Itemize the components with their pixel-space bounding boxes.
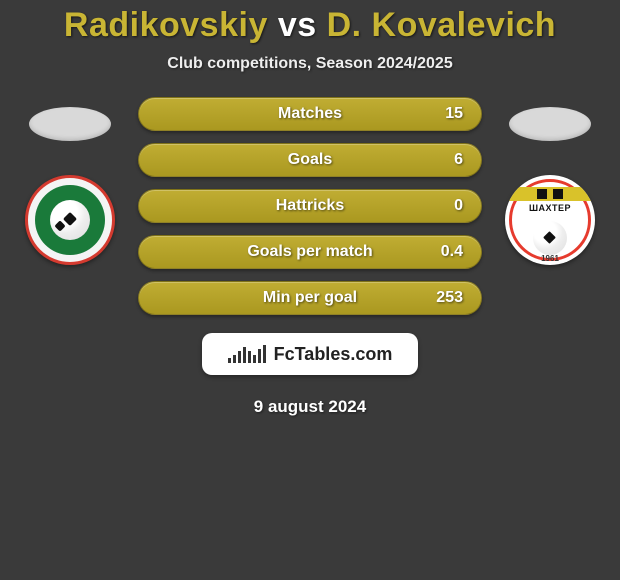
subtitle: Club competitions, Season 2024/2025 [0,55,620,73]
club-left-crest [25,175,115,265]
left-side [20,97,120,315]
stat-label: Matches [197,105,423,123]
stat-row: Goals per match0.4 [138,235,482,269]
branding-text: FcTables.com [274,344,393,365]
branding-bars-icon [228,345,266,363]
stat-right-value: 253 [423,289,463,307]
date-text: 9 august 2024 [0,397,620,417]
stat-right-value: 6 [423,151,463,169]
stat-label: Goals [197,151,423,169]
club-right-crest: ШАХТЕР 1961 [505,175,595,265]
player-left-avatar-placeholder [29,107,111,141]
branding-link[interactable]: FcTables.com [202,333,418,375]
stats-list: Matches15 Goals6 Hattricks0 Goals per match… [138,97,482,315]
stat-right-value: 0.4 [423,243,463,261]
player-right-name: D. Kovalevich [327,6,556,44]
club-right-year: 1961 [505,254,595,263]
stat-label: Hattricks [197,197,423,215]
player-right-avatar-placeholder [509,107,591,141]
stat-row: Min per goal253 [138,281,482,315]
stat-label: Goals per match [197,243,423,261]
page-title: Radikovskiy vs D. Kovalevich [0,6,620,45]
vs-separator: vs [268,6,327,44]
right-side: ШАХТЕР 1961 [500,97,600,315]
stat-row: Hattricks0 [138,189,482,223]
club-right-text: ШАХТЕР [505,203,595,213]
stat-row: Matches15 [138,97,482,131]
stat-right-value: 15 [423,105,463,123]
main-row: Matches15 Goals6 Hattricks0 Goals per match… [0,97,620,315]
comparison-card: Radikovskiy vs D. Kovalevich Club compet… [0,0,620,417]
stat-label: Min per goal [197,289,423,307]
player-left-name: Radikovskiy [64,6,268,44]
stat-row: Goals6 [138,143,482,177]
stat-right-value: 0 [423,197,463,215]
